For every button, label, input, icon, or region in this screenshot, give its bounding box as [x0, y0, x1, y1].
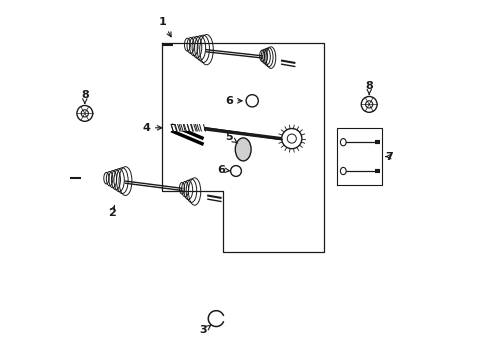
- Text: 5: 5: [225, 132, 238, 143]
- FancyBboxPatch shape: [171, 125, 204, 131]
- Text: 8: 8: [81, 90, 89, 103]
- Text: 6: 6: [225, 96, 242, 106]
- Text: 7: 7: [385, 152, 393, 162]
- Text: 2: 2: [108, 205, 116, 218]
- Text: 6: 6: [218, 165, 229, 175]
- Circle shape: [282, 129, 302, 149]
- Text: 8: 8: [366, 81, 373, 94]
- Ellipse shape: [235, 138, 251, 161]
- Text: 1: 1: [159, 17, 171, 37]
- Text: 4: 4: [142, 123, 162, 133]
- Circle shape: [361, 96, 377, 112]
- Circle shape: [77, 105, 93, 121]
- Text: 3: 3: [200, 325, 211, 336]
